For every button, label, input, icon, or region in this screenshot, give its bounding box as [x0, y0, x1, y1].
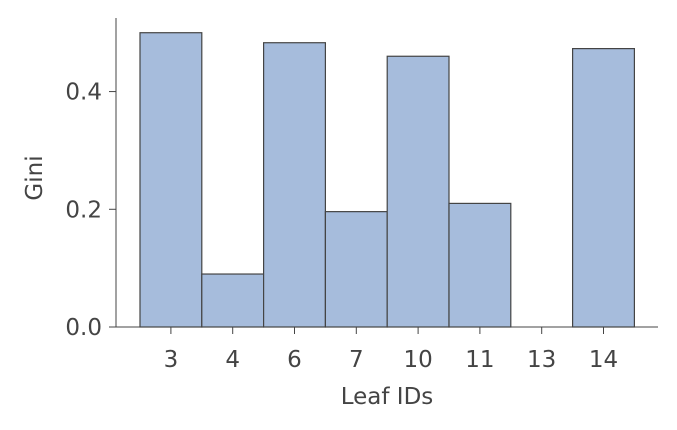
x-tick-label-4: 4: [225, 347, 240, 373]
bar-3: [139, 32, 203, 328]
y-tick-label-0.2: 0.2: [65, 197, 102, 223]
y-tick-label-0.0: 0.0: [65, 315, 102, 341]
x-tick-label-3: 3: [164, 347, 179, 373]
bars-group: [139, 32, 635, 328]
bar-10: [386, 55, 450, 328]
x-tick-label-7: 7: [349, 347, 364, 373]
x-tick-label-14: 14: [589, 347, 618, 373]
x-ticks: 3 4 6 7 10 11 13 14: [164, 327, 618, 373]
x-tick-label-6: 6: [287, 347, 302, 373]
x-tick-label-13: 13: [527, 347, 556, 373]
x-tick-label-10: 10: [403, 347, 432, 373]
y-ticks: 0.0 0.2 0.4: [65, 80, 116, 341]
y-tick-label-0.4: 0.4: [65, 80, 102, 106]
x-axis-title: Leaf IDs: [341, 384, 434, 410]
bar-4: [201, 273, 265, 328]
x-tick-label-11: 11: [465, 347, 494, 373]
bar-6: [263, 42, 327, 328]
y-axis-title: Gini: [22, 155, 48, 200]
bar-14: [571, 48, 635, 328]
bar-11: [448, 202, 512, 328]
bar-7: [324, 211, 388, 328]
